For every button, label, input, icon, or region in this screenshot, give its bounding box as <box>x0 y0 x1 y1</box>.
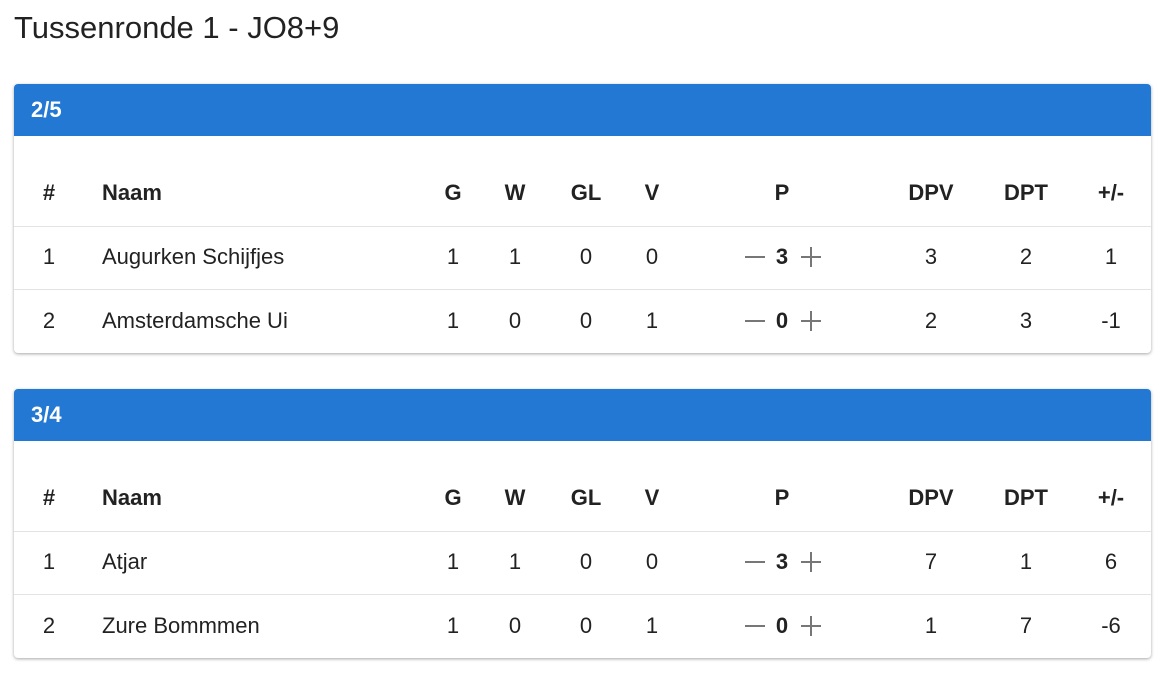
table-cell: 0 <box>579 244 593 269</box>
points-value: 3 <box>775 244 789 269</box>
table-cell: 1 <box>42 244 56 269</box>
table-cell: 2 <box>1019 244 1033 269</box>
table-cell: 1 <box>645 613 659 638</box>
column-header: G <box>444 180 462 205</box>
column-header: DPV <box>908 180 954 205</box>
decrease-points-button[interactable] <box>744 551 766 573</box>
table-cell: 0 <box>508 613 522 638</box>
table-cell: 1 <box>1019 549 1033 574</box>
decrease-points-button[interactable] <box>744 615 766 637</box>
table-cell: 1 <box>1104 244 1118 269</box>
column-header: DPT <box>1004 485 1048 510</box>
table-cell: 2 <box>42 613 56 638</box>
increase-points-button[interactable] <box>800 615 822 637</box>
increase-points-button[interactable] <box>800 551 822 573</box>
group-header: 2/5 <box>14 84 1151 136</box>
column-header: +/- <box>1097 485 1125 510</box>
table-cell: 3 <box>1019 308 1033 333</box>
table-cell: 1 <box>446 308 460 333</box>
row-divider <box>14 531 1151 532</box>
table-cell: 3 <box>924 244 938 269</box>
table-cell: 7 <box>924 549 938 574</box>
table-cell: 1 <box>446 549 460 574</box>
table-cell: 7 <box>1019 613 1033 638</box>
column-header: V <box>644 180 660 205</box>
group-card: 3/4 # Naam G W GL V P DPV DPT +/- 1 Atjar 1 1 0 0 3 7 1 6 2 Zu… <box>14 389 1151 658</box>
table-cell: 1 <box>446 244 460 269</box>
column-header: GL <box>570 180 602 205</box>
table-cell: 2 <box>42 308 56 333</box>
column-header: DPV <box>908 485 954 510</box>
table-cell: -1 <box>1101 308 1121 333</box>
points-value: 0 <box>775 308 789 333</box>
points-value: 0 <box>775 613 789 638</box>
table-cell: 0 <box>645 549 659 574</box>
table-cell: 0 <box>579 308 593 333</box>
table-cell: 1 <box>508 549 522 574</box>
column-header: Naam <box>102 180 162 205</box>
table-cell: 1 <box>645 308 659 333</box>
row-divider <box>14 226 1151 227</box>
column-header: # <box>42 180 56 205</box>
table-cell: Augurken Schijfjes <box>102 244 285 269</box>
column-header: GL <box>570 485 602 510</box>
table-cell: 1 <box>508 244 522 269</box>
table-cell: 2 <box>924 308 938 333</box>
row-divider <box>14 594 1151 595</box>
column-header: P <box>774 180 790 205</box>
table-cell: 6 <box>1104 549 1118 574</box>
column-header: P <box>774 485 790 510</box>
column-header: +/- <box>1097 180 1125 205</box>
table-cell: Amsterdamsche Ui <box>102 308 288 333</box>
column-header: V <box>644 485 660 510</box>
points-value: 3 <box>775 549 789 574</box>
increase-points-button[interactable] <box>800 310 822 332</box>
column-header: W <box>504 180 526 205</box>
group-header: 3/4 <box>14 389 1151 441</box>
table-cell: Atjar <box>102 549 148 574</box>
column-header: # <box>42 485 56 510</box>
column-header: DPT <box>1004 180 1048 205</box>
table-cell: Zure Bommmen <box>102 613 260 638</box>
decrease-points-button[interactable] <box>744 310 766 332</box>
increase-points-button[interactable] <box>800 246 822 268</box>
table-cell: 0 <box>508 308 522 333</box>
page-title: Tussenronde 1 - JO8+9 <box>14 10 340 45</box>
table-cell: 1 <box>446 613 460 638</box>
column-header: Naam <box>102 485 162 510</box>
table-cell: -6 <box>1101 613 1121 638</box>
column-header: W <box>504 485 526 510</box>
group-card: 2/5 # Naam G W GL V P DPV DPT +/- 1 Augurken Schijfj… <box>14 84 1151 353</box>
table-cell: 0 <box>579 613 593 638</box>
decrease-points-button[interactable] <box>744 246 766 268</box>
column-header: G <box>444 485 462 510</box>
table-cell: 1 <box>42 549 56 574</box>
table-cell: 0 <box>579 549 593 574</box>
table-cell: 1 <box>924 613 938 638</box>
row-divider <box>14 289 1151 290</box>
table-cell: 0 <box>645 244 659 269</box>
